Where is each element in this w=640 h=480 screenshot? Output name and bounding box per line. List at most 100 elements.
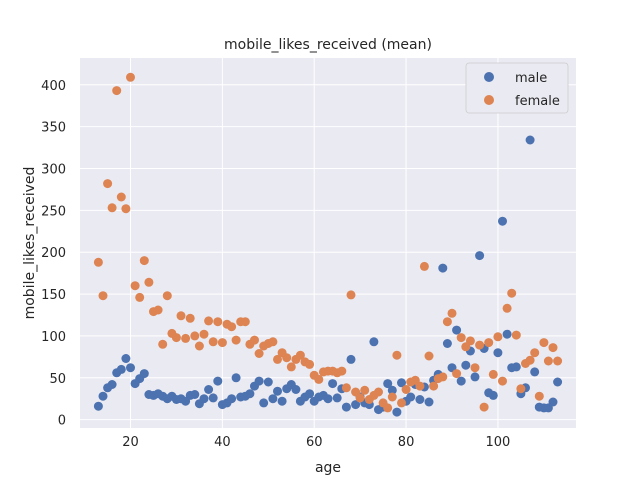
- female-point: [493, 332, 503, 342]
- female-point: [286, 362, 296, 372]
- male-point: [93, 401, 103, 411]
- legend-marker-female: [484, 95, 494, 105]
- female-point: [139, 256, 149, 266]
- female-point: [415, 381, 425, 391]
- male-point: [208, 393, 218, 403]
- y-tick-label: 400: [41, 79, 66, 94]
- male-point: [291, 385, 301, 394]
- female-point: [107, 203, 117, 213]
- male-point: [511, 362, 521, 372]
- male-point: [456, 376, 466, 386]
- male-point: [245, 389, 255, 399]
- female-point: [144, 277, 154, 287]
- male-point: [415, 395, 425, 404]
- male-point: [323, 394, 333, 404]
- male-point: [493, 348, 503, 358]
- female-point: [502, 303, 512, 313]
- chart-title: mobile_likes_received (mean): [224, 37, 432, 53]
- female-point: [438, 372, 448, 382]
- female-point: [341, 383, 351, 393]
- male-point: [259, 398, 269, 408]
- plot-area: [80, 58, 576, 428]
- male-point: [126, 363, 135, 373]
- male-point: [190, 390, 200, 399]
- male-point: [346, 354, 356, 364]
- x-tick-label: 60: [306, 435, 323, 450]
- female-point: [530, 348, 540, 358]
- x-tick-label: 100: [486, 435, 511, 450]
- y-axis-label: mobile_likes_received: [22, 167, 38, 320]
- female-point: [314, 374, 324, 384]
- legend-label-female: female: [515, 94, 560, 109]
- female-point: [429, 381, 439, 391]
- female-point: [397, 398, 406, 408]
- female-point: [103, 179, 113, 189]
- male-point: [121, 354, 131, 363]
- male-point: [305, 389, 315, 399]
- female-point: [282, 353, 292, 363]
- male-point: [199, 394, 209, 404]
- y-tick-label: 0: [58, 414, 66, 429]
- male-point: [525, 135, 535, 145]
- female-point: [511, 330, 521, 340]
- female-point: [548, 343, 558, 353]
- male-point: [548, 397, 558, 407]
- female-point: [158, 339, 168, 349]
- male-point: [502, 329, 512, 339]
- female-point: [227, 322, 237, 332]
- legend: male female: [465, 62, 569, 114]
- male-point: [470, 372, 480, 382]
- female-point: [181, 333, 191, 343]
- female-point: [250, 335, 259, 345]
- data-points: [93, 72, 563, 417]
- female-point: [516, 384, 526, 394]
- female-point: [295, 350, 305, 360]
- female-point: [401, 385, 411, 394]
- female-point: [162, 291, 172, 301]
- x-tick-label: 20: [122, 435, 139, 450]
- male-point: [351, 400, 361, 410]
- male-point: [438, 263, 448, 273]
- female-point: [498, 376, 507, 386]
- male-point: [530, 367, 540, 377]
- male-point: [227, 394, 237, 404]
- female-point: [346, 290, 356, 300]
- female-point: [534, 391, 544, 401]
- female-point: [171, 333, 181, 343]
- female-point: [525, 355, 535, 365]
- legend-label-male: male: [515, 71, 547, 86]
- male-point: [553, 377, 563, 387]
- y-tick-label: 300: [41, 162, 66, 177]
- female-point: [507, 288, 517, 298]
- male-point: [387, 385, 397, 395]
- y-tick-label: 350: [41, 121, 66, 136]
- female-point: [392, 350, 402, 360]
- female-point: [98, 291, 108, 301]
- female-point: [204, 316, 214, 326]
- female-point: [116, 192, 126, 202]
- x-tick-label: 80: [398, 435, 415, 450]
- female-point: [442, 317, 452, 327]
- y-tick-label: 100: [41, 330, 66, 345]
- female-point: [355, 393, 365, 403]
- y-tick-label: 150: [41, 288, 66, 303]
- female-point: [176, 311, 186, 321]
- male-point: [139, 369, 149, 379]
- male-point: [475, 251, 485, 261]
- female-point: [305, 359, 315, 369]
- male-point: [397, 378, 406, 388]
- male-point: [277, 396, 287, 406]
- female-point: [484, 338, 494, 348]
- male-point: [424, 397, 434, 407]
- tick-labels: 20 40 60 80 100 0 50 100 150 200 250 300 350 400: [41, 79, 510, 450]
- female-point: [93, 257, 103, 267]
- male-point: [116, 364, 126, 374]
- male-point: [204, 385, 214, 394]
- male-point: [369, 337, 379, 347]
- legend-marker-male: [484, 72, 494, 82]
- male-point: [254, 376, 264, 386]
- female-point: [553, 356, 563, 366]
- y-tick-label: 50: [49, 372, 66, 387]
- male-point: [341, 402, 351, 412]
